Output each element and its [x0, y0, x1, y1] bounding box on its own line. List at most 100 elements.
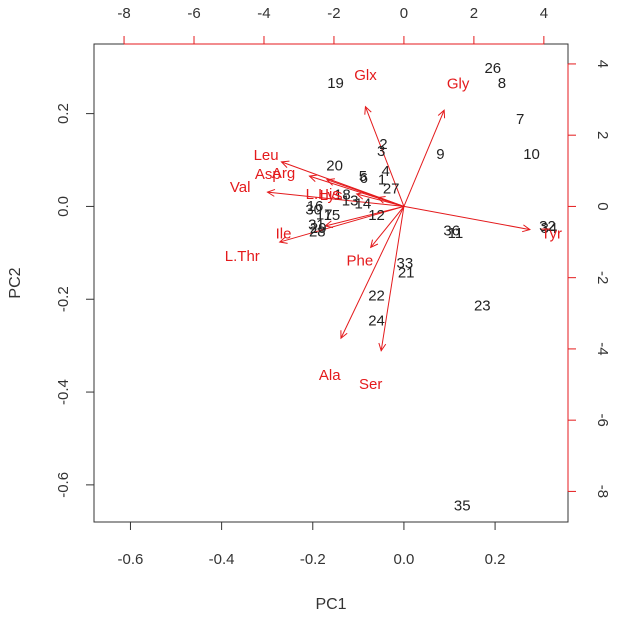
observation-label: 14: [355, 196, 372, 213]
observation-label: 10: [523, 146, 540, 163]
loading-label: Phe: [346, 252, 373, 269]
right-tick-label: 0: [594, 202, 611, 210]
loading-label: Ile: [276, 226, 292, 243]
arrow-head: [437, 109, 446, 119]
loading-label: L.His: [306, 186, 340, 203]
arrow-head: [522, 224, 531, 233]
loading-arrows: [266, 105, 531, 352]
loading-arrow: [340, 206, 405, 340]
observation-label: 12: [368, 207, 385, 224]
y-tick-label: -0.6: [55, 472, 72, 498]
observation-label: 29: [310, 220, 327, 237]
x-tick-label: -0.6: [118, 551, 144, 568]
arrow-shaft: [370, 206, 405, 248]
observation-label: 35: [454, 497, 471, 514]
observation-label: 28: [309, 223, 326, 240]
arrow-head: [280, 160, 290, 168]
x-axis-label: PC1: [315, 596, 346, 613]
loading-arrow: [376, 196, 405, 207]
observation-label: 13: [342, 192, 359, 209]
right-tick-label: -2: [594, 271, 611, 284]
observation-label: 18: [334, 186, 351, 203]
loading-label: Gly: [447, 76, 470, 93]
arrow-head: [340, 330, 348, 340]
loading-label: Leu: [254, 147, 279, 164]
top-tick-label: 2: [470, 5, 478, 22]
right-tick-label: -4: [594, 342, 611, 355]
observation-label: 34: [541, 220, 558, 237]
observation-label: 16: [307, 198, 324, 215]
observation-label: 8: [498, 75, 506, 92]
loading-label: Glx: [354, 67, 377, 84]
arrow-shaft: [279, 205, 405, 243]
arrow-head: [355, 191, 365, 200]
observation-label: 27: [383, 180, 400, 197]
x-tick-label: 0.2: [485, 551, 506, 568]
loading-label: L.Thr: [225, 248, 260, 265]
x-tick-label: -0.4: [209, 551, 235, 568]
arrow-shaft: [380, 206, 405, 351]
loading-arrow: [266, 188, 404, 207]
arrow-head: [378, 342, 387, 352]
arrow-head: [266, 188, 276, 197]
observation-label: 2: [379, 136, 387, 153]
y-tick-label: -0.4: [55, 379, 72, 405]
observation-label: 1: [378, 171, 386, 188]
observation-label: 9: [436, 146, 444, 163]
top-tick-label: -2: [327, 5, 340, 22]
arrow-head: [369, 239, 379, 249]
x-tick-label: -0.2: [300, 551, 326, 568]
arrow-head: [308, 174, 318, 183]
observation-label: 26: [484, 60, 501, 77]
right-tick-label: 2: [594, 131, 611, 139]
y-tick-label: -0.2: [55, 286, 72, 312]
loading-arrow: [369, 206, 405, 249]
top-tick-label: -8: [117, 5, 130, 22]
arrow-shaft: [340, 206, 405, 339]
plot-frame: [93, 43, 569, 523]
arrow-shaft: [403, 110, 445, 207]
arrow-shaft: [364, 106, 405, 207]
top-tick-label: 0: [400, 5, 408, 22]
loading-label: Ser: [359, 376, 382, 393]
observation-label: 6: [360, 170, 368, 187]
loading-label: Lys: [320, 187, 343, 204]
arrow-shaft: [267, 191, 404, 207]
observation-label: 33: [396, 255, 413, 272]
loading-arrow: [364, 105, 405, 207]
arrow-head: [278, 236, 288, 244]
observation-label: 32: [539, 218, 556, 235]
loading-label: Asp: [255, 166, 281, 183]
top-tick-label: -4: [257, 5, 270, 22]
observation-label: 19: [327, 75, 344, 92]
observation-label: 24: [368, 313, 385, 330]
arrow-shaft: [403, 205, 530, 231]
observation-label: 3: [377, 143, 385, 160]
right-tick-label: -6: [594, 413, 611, 426]
right-tick-label: 4: [594, 60, 611, 68]
observation-label: 17: [316, 206, 333, 223]
x-tick-label: 0.0: [393, 551, 414, 568]
observation-label: 15: [324, 207, 341, 224]
y-tick-label: 0.0: [55, 196, 72, 217]
arrow-head: [376, 196, 386, 204]
observation-label: 4: [382, 163, 390, 180]
observation-label: 5: [359, 168, 367, 185]
observation-label: 23: [474, 298, 491, 315]
right-tick-label: -8: [594, 485, 611, 498]
observation-label: 20: [326, 158, 343, 175]
right-axis: 4 2 0 -2 -4 -6 -8: [567, 60, 611, 498]
top-tick-label: -6: [187, 5, 200, 22]
left-axis: -0.6 -0.4 -0.2 0.0 0.2: [55, 103, 95, 498]
observation-label: 30: [305, 202, 322, 219]
loading-label: Ala: [319, 367, 341, 384]
observation-label: 7: [516, 111, 524, 128]
arrow-head: [325, 178, 335, 186]
loading-label: Arg: [272, 165, 295, 182]
bottom-axis: -0.6 -0.4 -0.2 0.0 0.2: [118, 521, 506, 568]
loading-arrow: [378, 206, 405, 352]
loading-arrow: [403, 205, 531, 233]
